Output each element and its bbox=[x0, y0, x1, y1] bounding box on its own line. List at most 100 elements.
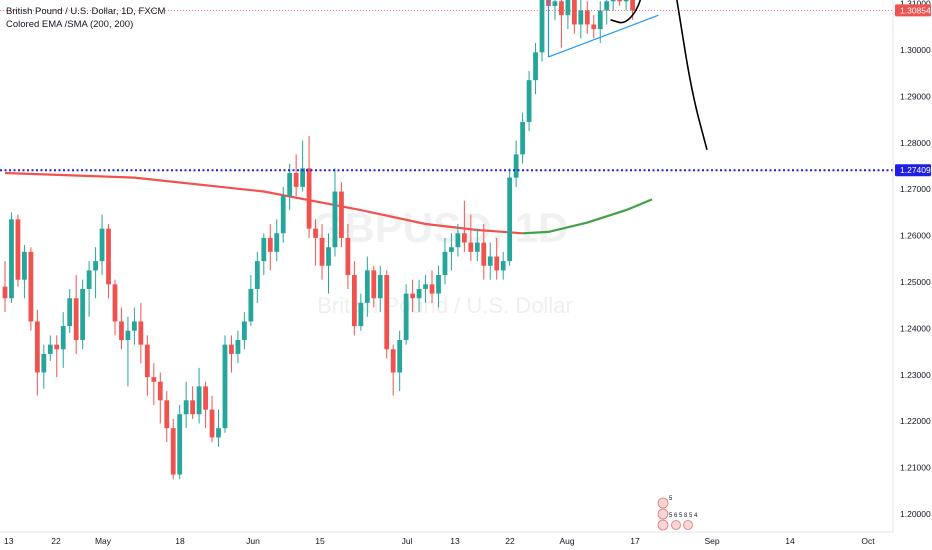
candle-body bbox=[274, 233, 280, 252]
price-tick-label: 1.23000 bbox=[900, 370, 931, 380]
symbol-title[interactable]: British Pound / U.S. Dollar, 1D, FXCM bbox=[6, 6, 166, 17]
candle bbox=[144, 335, 150, 396]
candle bbox=[390, 344, 396, 396]
candle bbox=[597, 1, 603, 44]
candle-body bbox=[119, 321, 124, 340]
candle bbox=[267, 224, 273, 271]
candle-body bbox=[487, 256, 493, 266]
candle-body bbox=[423, 284, 428, 289]
candle bbox=[157, 372, 163, 424]
candle bbox=[533, 43, 538, 95]
candle bbox=[630, 0, 635, 20]
candle-body bbox=[584, 10, 590, 25]
candle-body bbox=[403, 293, 409, 340]
candle bbox=[565, 0, 571, 30]
candle-body bbox=[326, 247, 331, 266]
candle bbox=[47, 335, 53, 361]
channel-lower-line[interactable] bbox=[548, 14, 659, 58]
time-tick-label: 17 bbox=[630, 536, 640, 546]
candle-body bbox=[345, 237, 351, 276]
candle-body bbox=[93, 261, 98, 271]
candle bbox=[559, 0, 564, 48]
candle-body bbox=[429, 284, 435, 294]
economic-event-marker[interactable]: 5 bbox=[657, 496, 673, 509]
time-tick-label: 18 bbox=[175, 536, 185, 546]
candle-body bbox=[390, 349, 396, 373]
candle bbox=[371, 265, 377, 308]
candle-body bbox=[132, 321, 137, 331]
candle bbox=[112, 279, 118, 336]
candle-body bbox=[164, 400, 170, 429]
candle-body bbox=[571, 0, 577, 25]
time-tick-label: 14 bbox=[785, 536, 795, 546]
candle-body bbox=[86, 270, 92, 289]
candle-body bbox=[623, 0, 629, 2]
indicator-title[interactable]: Colored EMA /SMA (200, 200) bbox=[6, 19, 134, 30]
candle bbox=[436, 265, 441, 308]
event-count-top: 5 bbox=[669, 496, 673, 502]
candlestick-series bbox=[2, 0, 635, 480]
price-tick-label: 1.21000 bbox=[900, 463, 931, 473]
economic-event-marker[interactable] bbox=[657, 519, 693, 531]
time-axis[interactable]: 13 22 May 18 Jun 15 Jul 13 22 Aug 17 Sep 14 Oct bbox=[0, 531, 893, 550]
candle-body bbox=[461, 233, 467, 243]
candle bbox=[209, 395, 215, 443]
candle bbox=[119, 307, 124, 350]
candle-body bbox=[319, 237, 325, 266]
price-axis[interactable]: 1.340001.330001.320001.310001.300001.290… bbox=[892, 0, 932, 550]
candle-body bbox=[358, 302, 364, 327]
candle bbox=[384, 270, 390, 359]
candle-body bbox=[287, 172, 293, 197]
time-tick-label: Aug bbox=[559, 536, 574, 546]
candle-body bbox=[248, 288, 254, 322]
candle-body bbox=[9, 219, 14, 299]
candle bbox=[248, 275, 254, 327]
candle-body bbox=[293, 172, 299, 187]
candle-body bbox=[80, 288, 86, 340]
candle-body bbox=[99, 228, 105, 262]
candle-body bbox=[261, 237, 267, 262]
candle bbox=[591, 15, 597, 39]
support-price-tag: 1.27409 bbox=[895, 164, 931, 177]
candle bbox=[487, 242, 493, 280]
candle-body bbox=[222, 344, 228, 429]
economic-event-row[interactable]: 5 6 5 8 5 4 bbox=[657, 508, 698, 520]
price-tick-label: 1.28000 bbox=[900, 138, 931, 148]
candle-body bbox=[500, 261, 506, 271]
current-price-tag: 1.30854 bbox=[895, 4, 931, 17]
candle bbox=[60, 312, 66, 368]
candle-body bbox=[617, 0, 623, 2]
candle-body bbox=[397, 340, 403, 373]
candle bbox=[604, 0, 610, 25]
candle bbox=[617, 0, 623, 6]
candle bbox=[15, 214, 21, 287]
time-tick-label: 22 bbox=[505, 536, 515, 546]
candle-body bbox=[67, 298, 73, 327]
time-tick-label: 22 bbox=[51, 536, 61, 546]
candle-body bbox=[526, 80, 532, 122]
candle bbox=[222, 335, 228, 433]
candle-body bbox=[416, 288, 422, 299]
candle-body bbox=[183, 400, 189, 415]
candle-body bbox=[235, 340, 241, 354]
candle bbox=[106, 224, 111, 299]
candle bbox=[138, 302, 144, 364]
event-markers[interactable]: 5 5 6 5 8 5 4 bbox=[657, 496, 698, 531]
projection-path[interactable] bbox=[610, 0, 708, 151]
candle bbox=[449, 233, 454, 271]
time-tick-label: Jun bbox=[246, 536, 260, 546]
candle bbox=[377, 265, 383, 313]
candle-body bbox=[339, 191, 344, 238]
candle-body bbox=[203, 386, 208, 410]
candle bbox=[86, 261, 92, 317]
candle bbox=[261, 233, 267, 276]
candle bbox=[416, 279, 422, 313]
candle-body bbox=[190, 400, 196, 415]
price-tick-label: 1.20000 bbox=[900, 509, 931, 519]
candle-body bbox=[112, 284, 118, 322]
candle bbox=[280, 186, 286, 243]
candle-body bbox=[513, 154, 519, 178]
candle bbox=[196, 367, 202, 424]
time-tick-label: 13 bbox=[4, 536, 14, 546]
